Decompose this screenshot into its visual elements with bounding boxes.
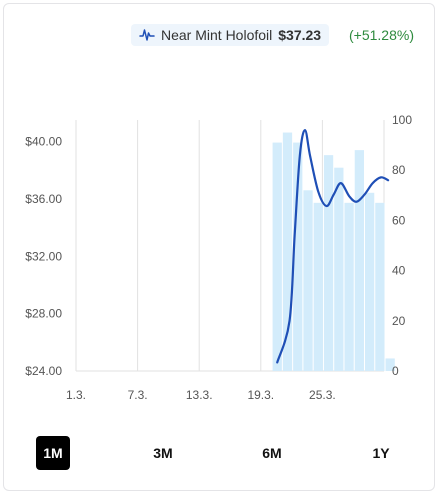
y-right-tick-label: 100 — [392, 113, 412, 127]
range-button-6m[interactable]: 6M — [262, 445, 282, 461]
volume-bar — [354, 150, 364, 371]
volume-bar — [293, 142, 303, 371]
volume-bar — [385, 358, 395, 371]
x-tick-label: 25.3. — [309, 388, 336, 402]
volume-bar — [323, 155, 334, 371]
price-chart: $24.00 $28.00 $32.00 $36.00 $40.00 0 20 40 60 80 1… — [25, 113, 412, 402]
y-left-tick-label: $32.00 — [25, 249, 62, 263]
series-label: Near Mint Holofoil — [161, 27, 273, 43]
y-right-tick-label: 60 — [392, 213, 406, 227]
time-range-selector: 1M 3M 6M 1Y — [0, 436, 440, 470]
volume-bar — [272, 142, 282, 371]
volume-bar — [364, 192, 375, 371]
price-line — [276, 128, 390, 364]
y-right-tick-label: 80 — [392, 163, 406, 177]
x-tick-label: 7.3. — [128, 388, 148, 402]
y-left-tick-label: $28.00 — [25, 307, 62, 321]
x-tick-label: 1.3. — [66, 388, 86, 402]
x-tick-label: 13.3. — [186, 388, 213, 402]
y-right-tick-label: 20 — [392, 314, 406, 328]
range-button-1y[interactable]: 1Y — [372, 445, 390, 461]
line-chart-icon — [139, 28, 155, 42]
y-right-tick-label: 0 — [392, 364, 399, 378]
y-right-tick-label: 40 — [392, 264, 406, 278]
x-tick-label: 19.3. — [247, 388, 274, 402]
volume-bar — [344, 202, 354, 371]
volume-bar — [375, 202, 385, 371]
y-left-tick-label: $36.00 — [25, 192, 62, 206]
y-left-tick-label: $40.00 — [25, 135, 62, 149]
range-button-1m[interactable]: 1M — [36, 436, 70, 470]
volume-bar — [313, 202, 323, 371]
volume-bar — [303, 190, 313, 371]
series-legend[interactable]: Near Mint Holofoil $37.23 — [131, 24, 330, 46]
price-change: (+51.28%) — [349, 27, 414, 43]
volume-bar — [334, 167, 344, 371]
range-button-3m[interactable]: 3M — [153, 445, 173, 461]
volume-bar — [282, 132, 293, 371]
y-left-tick-label: $24.00 — [25, 364, 62, 378]
current-price: $37.23 — [278, 27, 322, 43]
